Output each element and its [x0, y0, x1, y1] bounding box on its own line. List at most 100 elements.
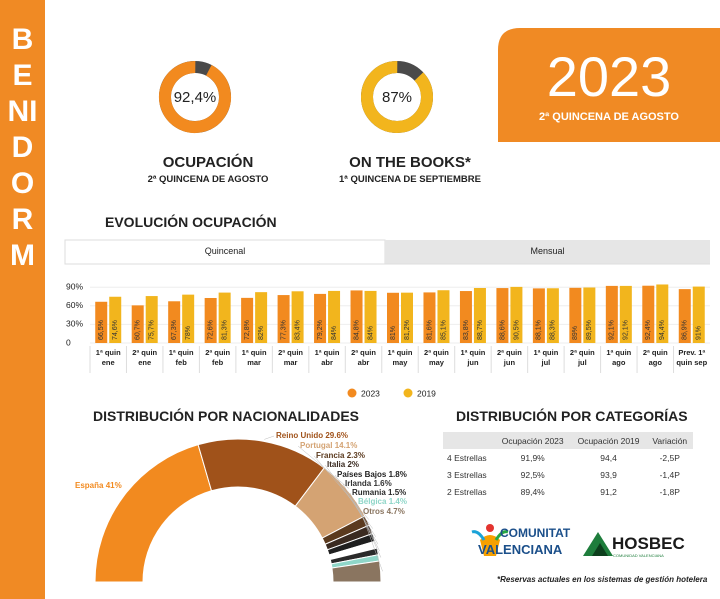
year-box — [498, 28, 720, 142]
slice-label: Irlanda 1.6% — [345, 479, 392, 488]
value-label: 84% — [367, 326, 374, 340]
value-label: 60,7% — [135, 320, 142, 340]
leader-line — [334, 474, 376, 537]
leader-line — [324, 464, 374, 529]
slice-label: Reino Unido 29.6% — [276, 431, 348, 440]
slice-name: Países Bajos — [337, 470, 387, 479]
y-tick-label: 0 — [66, 337, 71, 347]
value-label: 67,3% — [171, 320, 178, 340]
slice-name: Irlanda — [345, 479, 372, 488]
value-label: 81,6% — [426, 320, 433, 340]
bar — [350, 290, 363, 343]
donut-subtitle: 1ª QUINCENA DE SEPTIEMBRE — [339, 174, 481, 185]
bar — [642, 285, 655, 343]
tab-active[interactable] — [64, 239, 386, 265]
bar — [182, 294, 195, 343]
value-label: 85,1% — [440, 320, 447, 340]
bar — [95, 301, 108, 343]
bar — [656, 284, 669, 343]
x-tick-label: 2ª quin jun — [496, 348, 522, 367]
donut-arc — [159, 61, 231, 133]
bar — [619, 285, 632, 343]
bar — [423, 292, 436, 343]
tab-label[interactable]: Quincenal — [204, 246, 246, 256]
footnote: *Reservas actuales en los sistemas de ge… — [497, 575, 708, 584]
value-label: 88,7% — [477, 320, 484, 340]
section-title: EVOLUCIÓN OCUPACIÓN — [105, 214, 277, 230]
value-label: 94,4% — [659, 320, 666, 340]
slice-label: Países Bajos 1.8% — [337, 470, 407, 479]
x-tick-label: 2ª quin abr — [351, 348, 376, 367]
category-table: Ocupación 2023 Ocupación 2019 Variación … — [443, 432, 693, 500]
slice-value: 1.6% — [373, 479, 391, 488]
value-label: 72,8% — [244, 320, 251, 340]
slice — [331, 560, 382, 583]
value-label: 86,9% — [682, 320, 689, 340]
value-label: 89% — [572, 326, 579, 340]
x-tick-label: 2ª quin mar — [278, 348, 303, 367]
slice-name: Italia — [327, 460, 346, 469]
leader-line — [264, 435, 275, 440]
bar — [277, 295, 290, 343]
y-tick-label: 30% — [66, 319, 83, 329]
tab[interactable] — [385, 240, 710, 264]
x-tick-label: 2ª quin ago — [642, 348, 668, 367]
value-label: 88,6% — [499, 320, 506, 340]
slice-value: 41% — [106, 481, 122, 490]
bar — [473, 288, 486, 343]
slice-value: 1.4% — [389, 497, 407, 506]
year: 2023 — [546, 45, 672, 108]
bar — [401, 292, 413, 343]
slice-label: Bélgica 1.4% — [358, 497, 407, 506]
leader-line — [342, 483, 379, 545]
table-row: 3 Estrellas 92,5% 93,9 -1,4P — [443, 466, 693, 483]
section-title: DISTRIBUCIÓN POR NACIONALIDADES — [93, 408, 360, 424]
table-cell: 94,4 — [600, 452, 617, 463]
donut-label: 87% — [382, 89, 412, 106]
value-label: 77,3% — [280, 320, 287, 340]
value-label: 84,8% — [353, 320, 360, 340]
x-tick-label: Prev. 1ª quin sep — [676, 348, 708, 367]
x-tick-label: 2ª quin ene — [132, 348, 158, 367]
slice-value: 2.3% — [347, 451, 365, 460]
bar — [145, 296, 158, 343]
donut-label: 92,4% — [174, 89, 217, 106]
bar — [546, 288, 559, 343]
slice-label: Italia 2% — [327, 460, 359, 469]
header-cell — [443, 432, 495, 449]
x-tick-label: 2ª quin feb — [205, 348, 231, 367]
x-tick-label: 1ª quin may — [387, 348, 413, 367]
value-label: 90,5% — [513, 320, 520, 340]
table-cell: -1,4P — [659, 469, 680, 480]
x-tick-label: 1ª quin ene — [95, 348, 121, 367]
leader-line — [355, 501, 382, 558]
bar — [496, 288, 509, 343]
value-label: 83,8% — [463, 320, 470, 340]
legend-label: 2023 — [361, 388, 380, 398]
slice-label: España 41% — [75, 481, 122, 490]
table-cell: 93,9 — [600, 469, 617, 480]
bar — [364, 290, 377, 343]
value-label: 89,5% — [586, 320, 593, 340]
slice-label: Portugal 14.1% — [300, 441, 357, 450]
bar — [328, 290, 341, 343]
slice-name: Reino Unido — [276, 431, 323, 440]
x-tick-label: 2ª quin jul — [569, 348, 595, 367]
value-label: 66,5% — [98, 320, 105, 340]
bar — [583, 287, 596, 343]
section-title: DISTRIBUCIÓN POR CATEGORÍAS — [456, 408, 688, 424]
tab-label[interactable]: Mensual — [530, 246, 565, 256]
value-label: 81% — [390, 326, 397, 340]
sidebar-title: BENIDORM — [7, 23, 38, 272]
slice-label: Otros 4.7% — [363, 507, 405, 516]
table-row: 2 Estrellas 89,4% 91,2 -1,8P — [443, 483, 693, 500]
table-header: Ocupación 2023 Ocupación 2019 Variación — [443, 432, 693, 449]
table-cell: 2 Estrellas — [447, 486, 487, 497]
value-label: 74,6% — [112, 320, 119, 340]
value-label: 81,2% — [404, 320, 411, 340]
x-tick-label: 1ª quin jul — [533, 348, 559, 367]
table-cell: 3 Estrellas — [447, 469, 487, 480]
logo-text: VALENCIANA — [478, 542, 563, 557]
bar — [255, 292, 268, 343]
